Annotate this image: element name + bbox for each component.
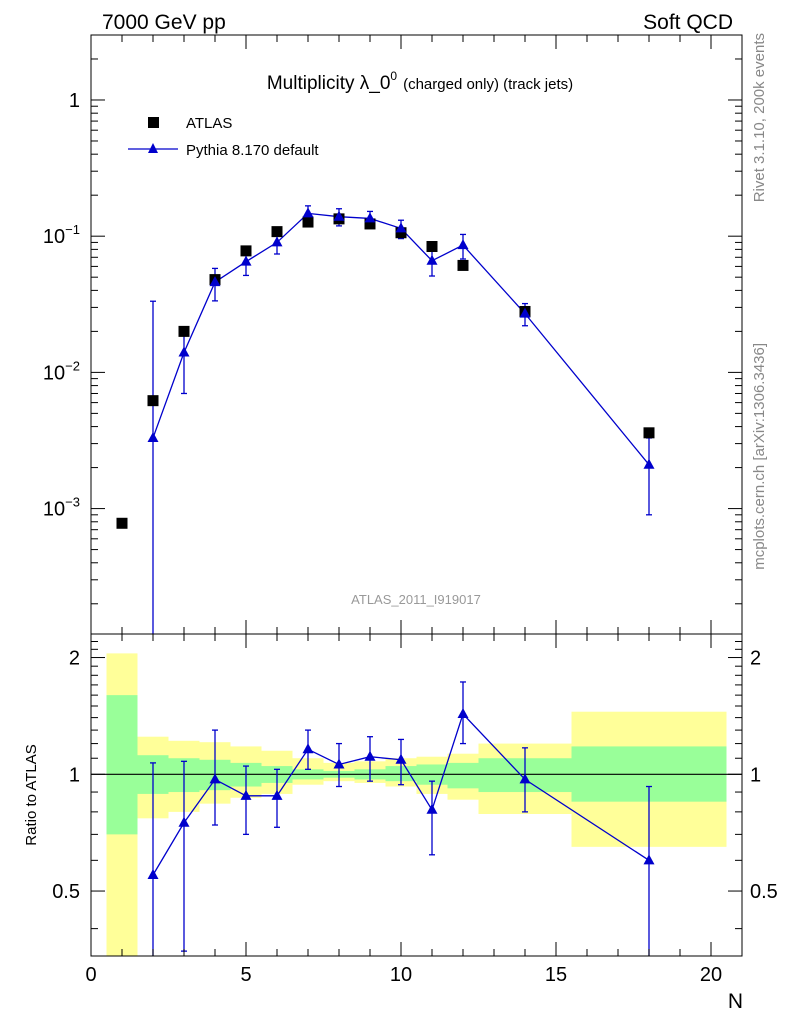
atlas-point [364, 218, 376, 230]
ratio-point [395, 753, 407, 764]
main-y-tick-label: 1 [69, 90, 80, 112]
ratio-y-tick-label-right: 0.5 [750, 881, 778, 903]
ratio-point [364, 750, 376, 761]
legend-atlas-label: ATLAS [186, 115, 232, 132]
atlas-point [426, 240, 438, 252]
ratio-point [643, 854, 655, 865]
legend: ATLAS Pythia 8.170 default [128, 115, 319, 159]
legend-pythia-label: Pythia 8.170 default [186, 142, 319, 159]
pythia-point [395, 222, 407, 233]
pythia-point [333, 210, 345, 221]
ratio-point [333, 758, 345, 769]
ratio-y-tick-label: 1 [69, 764, 80, 786]
ratio-y-tick-label-right: 1 [750, 764, 761, 786]
main-y-tick-label-base: 10 [43, 499, 65, 521]
atlas-point [271, 226, 283, 238]
atlas-point [147, 395, 159, 407]
atlas-point [302, 216, 314, 228]
watermark: ATLAS_2011_I919017 [351, 592, 481, 607]
legend-pythia-marker [148, 143, 158, 153]
atlas-point [643, 427, 655, 439]
ratio-point [302, 743, 314, 754]
pythia-line [152, 212, 650, 466]
pythia-point [643, 458, 655, 469]
main-y-tick-label: 10−1 [43, 222, 80, 248]
pythia-point [271, 236, 283, 247]
x-tick-label: 15 [545, 964, 567, 986]
legend-atlas-marker [148, 117, 159, 128]
atlas-point [240, 245, 252, 257]
pythia-point [519, 307, 531, 318]
atlas-point [178, 325, 190, 337]
ratio-y-tick-label-right: 2 [750, 648, 761, 670]
main-plot-data: 110−110−210−3 [43, 34, 743, 635]
pythia-point [240, 255, 252, 266]
ratio-point [457, 708, 469, 719]
plot-title-sup: 0 [390, 69, 397, 83]
x-tick-label: 20 [700, 964, 722, 986]
uncertainty-band-inner [447, 762, 479, 789]
main-y-tick-label: 10−2 [43, 358, 80, 384]
x-tick-label: 5 [240, 964, 251, 986]
ratio-point [426, 803, 438, 814]
main-y-tick-label-exp: −1 [65, 222, 80, 237]
side-mcplots-label: mcplots.cern.ch [arXiv:1306.3436] [751, 343, 768, 570]
pythia-point [426, 254, 438, 265]
ratio-point [240, 789, 252, 800]
plot-title: Multiplicity λ_00 (charged only) (track j… [267, 69, 573, 94]
ratio-y-axis-label: Ratio to ATLAS [23, 744, 40, 845]
atlas-point [395, 227, 407, 239]
main-y-tick-label-exp: −2 [65, 358, 80, 373]
header-right: Soft QCD [643, 11, 733, 34]
ratio-point [147, 868, 159, 879]
ratio-point [209, 773, 221, 784]
ratio-y-tick-label: 0.5 [52, 881, 80, 903]
pythia-point [457, 239, 469, 250]
side-rivet-label: Rivet 3.1.10, 200k events [751, 33, 768, 202]
x-tick-label: 0 [85, 964, 96, 986]
pythia-point [364, 212, 376, 223]
ratio-point [519, 773, 531, 784]
atlas-point [116, 517, 128, 529]
main-y-tick-label: 10−3 [43, 495, 80, 521]
ratio-frame [90, 633, 743, 957]
x-tick-label: 10 [390, 964, 412, 986]
ratio-plot-panel: 0 5 10 15 20 0.5 0.5 1 1 2 2 Ratio to ATLAS N [23, 633, 778, 1013]
main-y-tick-label-base: 10 [43, 362, 65, 384]
atlas-point [457, 259, 469, 271]
ratio-point [271, 789, 283, 800]
pythia-point [302, 207, 314, 218]
x-axis-label: N [728, 990, 743, 1013]
pythia-point [209, 276, 221, 287]
plot-title-main: Multiplicity λ_0 [267, 73, 391, 94]
pythia-point [147, 431, 159, 442]
main-y-tick-label-base: 10 [43, 226, 65, 248]
header-left: 7000 GeV pp [102, 11, 226, 34]
main-y-tick-label-base: 1 [69, 90, 80, 112]
ratio-plot-data: 0 5 10 15 20 0.5 0.5 1 1 2 2 [52, 633, 778, 986]
ratio-point [178, 816, 190, 827]
main-plot-panel: 110−110−210−3 ATLAS_2011_I919017 Multipl… [43, 34, 743, 635]
main-y-tick-label-exp: −3 [65, 495, 80, 510]
plot-title-sub: (charged only) (track jets) [403, 76, 573, 93]
pythia-point [178, 346, 190, 357]
ratio-y-tick-label: 2 [69, 648, 80, 670]
uncertainty-band-inner [106, 695, 138, 835]
